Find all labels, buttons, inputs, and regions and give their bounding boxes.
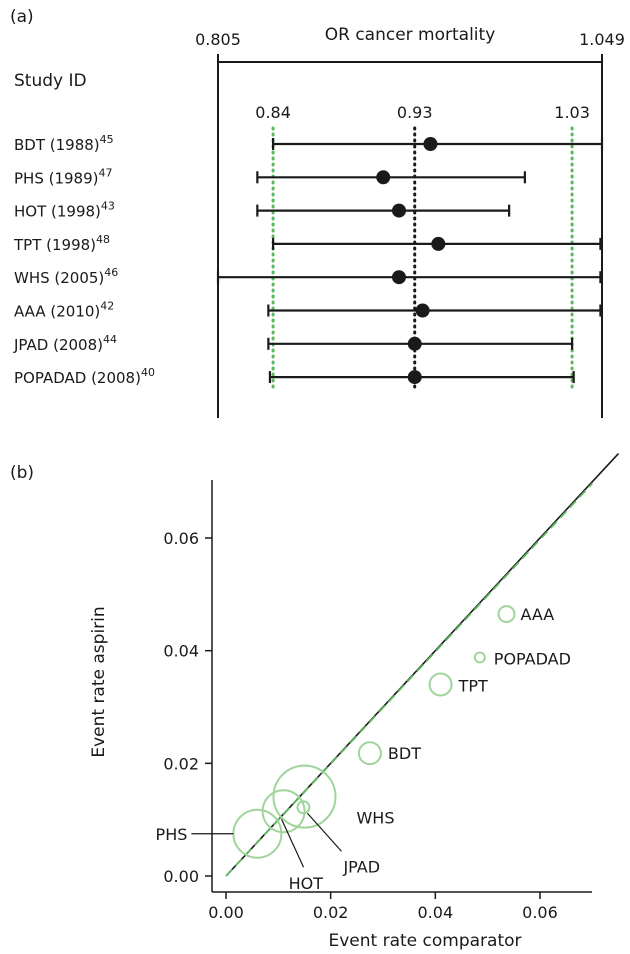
panel-b-label: (b): [10, 463, 34, 483]
bubble-label: BDT: [388, 744, 421, 763]
study-label: HOT (1998)43: [14, 200, 115, 221]
study-label: TPT (1998)48: [13, 233, 110, 254]
study-ref: 42: [100, 300, 114, 313]
x-axis-title: Event rate comparator: [328, 931, 521, 951]
reference-value-1: 0.93: [397, 103, 433, 122]
x-tick-label: 0.04: [418, 903, 454, 922]
fit-line: [225, 482, 593, 877]
axis-ticks: 0.00 0.02 0.04 0.06 0.00 0.02 0.04 0.06: [163, 529, 557, 922]
bubble: [473, 651, 486, 664]
study-row: POPADAD (2008)40: [14, 366, 575, 387]
bubble: [357, 741, 382, 766]
bubble-leader: [307, 812, 342, 852]
x-tick-label: 0.00: [208, 903, 244, 922]
bubble-leader: [281, 818, 305, 868]
x-tick-label: 0.02: [313, 903, 349, 922]
point-estimate: [431, 236, 446, 251]
panel-a-label: (a): [10, 7, 34, 27]
study-label: AAA (2010)42: [14, 300, 114, 321]
study-ref: 48: [96, 233, 110, 246]
bubble: [272, 764, 337, 829]
forest-xmax-label: 1.049: [579, 30, 625, 49]
bubbles: [232, 605, 516, 859]
study-ref: 40: [141, 366, 155, 379]
bubble-label: HOT: [289, 874, 324, 893]
study-ref: 44: [103, 333, 117, 346]
study-ref: 47: [99, 166, 113, 179]
reference-value-0: 0.84: [255, 103, 291, 122]
bubble-label: AAA: [520, 605, 554, 624]
study-row: AAA (2010)42: [14, 300, 602, 321]
reference-lines: 0.84 0.93 1.03: [255, 103, 590, 394]
study-label: PHS (1989)47: [14, 166, 113, 187]
bubble: [296, 800, 311, 815]
y-tick-label: 0.02: [163, 754, 199, 773]
study-label: BDT (1988)45: [14, 133, 114, 154]
bubble-label: JPAD: [342, 857, 380, 876]
y-tick-label: 0.04: [163, 642, 199, 661]
bubble-labels: AAA POPADAD TPT BDT WHS JPAD HOT PHS: [156, 605, 571, 893]
x-tick-label: 0.06: [522, 903, 558, 922]
bubble-label: PHS: [156, 825, 188, 844]
bubble-plot-panel: (b) 0.00 0.02 0.04 0.06 0.00 0.02 0.04 0.06 AAA…: [10, 452, 620, 951]
point-estimate: [407, 370, 422, 385]
study-rows: BDT (1988)45 PHS (1989)47 HOT (1998)43 TPT …: [13, 133, 604, 387]
bubble: [232, 808, 283, 859]
forest-xmin-label: 0.805: [195, 30, 241, 49]
bubble: [497, 605, 516, 624]
y-tick-label: 0.06: [163, 529, 199, 548]
forest-plot-panel: (a) OR cancer mortality 0.805 1.049 Stud…: [10, 7, 625, 418]
point-estimate: [391, 270, 406, 285]
study-label: WHS (2005)46: [14, 266, 118, 287]
y-tick-label: 0.00: [163, 867, 199, 886]
study-label: POPADAD (2008)40: [14, 366, 155, 387]
bubble-label: WHS: [356, 809, 394, 828]
study-label: JPAD (2008)44: [13, 333, 117, 354]
study-row: BDT (1988)45: [14, 133, 604, 154]
study-ref: 43: [101, 200, 115, 213]
y-axis-title: Event rate aspirin: [89, 606, 109, 757]
study-ref: 46: [104, 266, 118, 279]
study-ref: 45: [100, 133, 114, 146]
reference-value-2: 1.03: [554, 103, 590, 122]
study-row: PHS (1989)47: [14, 166, 526, 187]
bubble-label: TPT: [458, 676, 488, 695]
row-header: Study ID: [14, 71, 87, 91]
point-estimate: [407, 336, 422, 351]
point-estimate: [376, 170, 391, 185]
reference-lines-b: [225, 452, 620, 877]
study-row: TPT (1998)48: [13, 233, 602, 254]
point-estimate: [391, 203, 406, 218]
point-estimate: [423, 137, 438, 151]
study-row: JPAD (2008)44: [13, 333, 574, 354]
bubble-label: POPADAD: [494, 649, 571, 668]
bubble: [428, 672, 453, 697]
forest-title: OR cancer mortality: [325, 25, 496, 45]
point-estimate: [415, 303, 430, 318]
study-row: WHS (2005)46: [14, 266, 602, 287]
study-row: HOT (1998)43: [14, 200, 511, 221]
